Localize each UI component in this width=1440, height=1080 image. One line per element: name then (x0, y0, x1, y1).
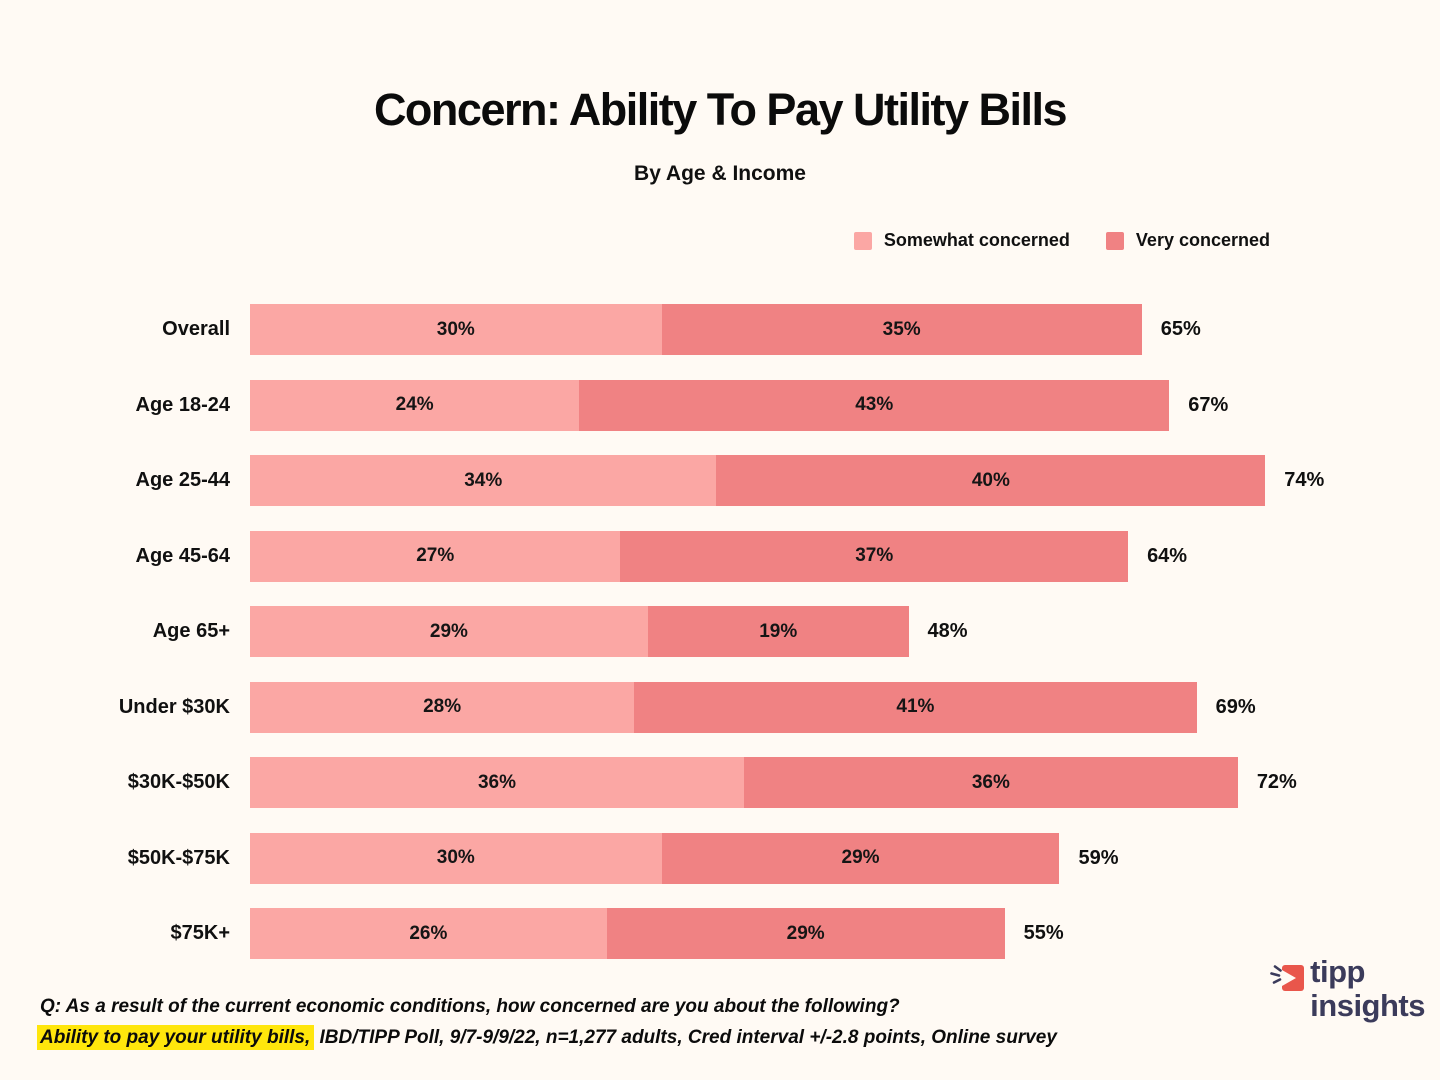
chart-rows: Overall 30% 35% 65% Age 18-24 24% 43% 67% Age 25… (0, 304, 1440, 984)
row-label: Age 65+ (152, 620, 230, 642)
bar-segment-somewhat-concerned: 24% (250, 379, 580, 431)
chart-row: Age 25-44 34% 40% 74% (0, 455, 1440, 506)
bar-segment-somewhat-concerned: 30% (250, 832, 662, 884)
page-title: Concern: Ability To Pay Utility Bills (373, 84, 1068, 135)
chart-row: Overall 30% 35% 65% (0, 304, 1440, 355)
chart-row: Age 65+ 29% 19% 48% (0, 606, 1440, 657)
bar-segment-very-concerned: 37% (620, 530, 1129, 582)
footnote: Q: As a result of the current economic c… (37, 991, 1057, 1053)
page-subtitle: By Age & Income (634, 162, 806, 185)
bar-segment-somewhat-concerned: 36% (250, 757, 744, 808)
footnote-question: Q: As a result of the current economic c… (40, 996, 900, 1017)
stacked-bar: 28% 41% (250, 681, 1197, 733)
bar-segment-very-concerned: 43% (579, 379, 1170, 431)
bar-segment-very-concerned: 40% (716, 455, 1266, 506)
logo-line-tipp: tipp (1310, 954, 1365, 989)
row-label: Overall (162, 318, 230, 340)
stacked-bar: 36% 36% (250, 757, 1238, 808)
chart-row: $75K+ 26% 29% 55% (0, 908, 1440, 959)
bar-segment-very-concerned: 19% (647, 606, 909, 657)
row-label: $30K-$50K (127, 771, 230, 793)
chart-row: Under $30K 28% 41% 69% (0, 681, 1440, 733)
bar-segment-very-concerned: 29% (661, 832, 1060, 884)
legend-label: Somewhat concerned (883, 230, 1070, 250)
row-total-label: 59% (1078, 846, 1119, 869)
row-total-label: 55% (1023, 922, 1064, 944)
bar-segment-very-concerned: 29% (606, 908, 1005, 959)
row-total-label: 65% (1160, 318, 1201, 340)
bar-segment-very-concerned: 35% (661, 304, 1142, 355)
logo-line-insights: insights (1310, 988, 1425, 1023)
row-label: Age 18-24 (135, 393, 231, 416)
bar-segment-somewhat-concerned: 28% (250, 681, 635, 733)
legend: Somewhat concerned Very concerned (853, 230, 1270, 251)
tipp-insights-logo: tipp insights (1269, 955, 1425, 1023)
bar-segment-somewhat-concerned: 26% (250, 908, 607, 959)
row-total-label: 67% (1188, 393, 1229, 416)
stacked-bar: 30% 35% (250, 304, 1142, 355)
chart-row: Age 45-64 27% 37% 64% (0, 530, 1440, 582)
row-label: Age 25-44 (135, 469, 231, 491)
tipp-insights-logo-icon (1270, 965, 1305, 991)
bar-segment-somewhat-concerned: 27% (250, 530, 621, 582)
bar-segment-somewhat-concerned: 29% (250, 606, 648, 657)
bar-segment-somewhat-concerned: 30% (250, 304, 662, 355)
row-label: $75K+ (170, 922, 231, 944)
tipp-insights-logo-text: tipp insights (1310, 955, 1425, 1023)
legend-swatch-icon (853, 231, 872, 250)
legend-swatch-icon (1105, 231, 1124, 250)
stacked-bar: 26% 29% (250, 908, 1005, 959)
footnote-source: Ability to pay your utility bills, IBD/T… (37, 1022, 1057, 1053)
bar-segment-very-concerned: 41% (634, 681, 1197, 733)
bar-segment-somewhat-concerned: 34% (250, 455, 717, 506)
row-total-label: 72% (1256, 771, 1297, 793)
stacked-bar: 30% 29% (250, 832, 1060, 884)
row-total-label: 74% (1284, 469, 1325, 491)
stacked-bar: 27% 37% (250, 530, 1129, 582)
stacked-bar: 24% 43% (250, 379, 1170, 431)
footnote-source-rest: IBD/TIPP Poll, 9/7-9/9/22, n=1,277 adult… (314, 1027, 1057, 1048)
row-total-label: 48% (927, 620, 968, 642)
chart-row: $50K-$75K 30% 29% 59% (0, 832, 1440, 884)
chart-row: Age 18-24 24% 43% 67% (0, 379, 1440, 431)
legend-label: Very concerned (1135, 230, 1270, 250)
legend-item-very-concerned: Very concerned (1105, 230, 1270, 251)
stacked-bar: 34% 40% (250, 455, 1266, 506)
row-label: Age 45-64 (135, 544, 231, 567)
legend-item-somewhat-concerned: Somewhat concerned (853, 230, 1070, 251)
stacked-bar: 29% 19% (250, 606, 909, 657)
footnote-highlight: Ability to pay your utility bills, (37, 1025, 315, 1050)
bar-segment-very-concerned: 36% (743, 757, 1238, 808)
row-label: $50K-$75K (127, 846, 230, 869)
chart-row: $30K-$50K 36% 36% 72% (0, 757, 1440, 808)
row-total-label: 64% (1147, 544, 1188, 567)
row-total-label: 69% (1215, 695, 1256, 718)
row-label: Under $30K (118, 695, 230, 718)
